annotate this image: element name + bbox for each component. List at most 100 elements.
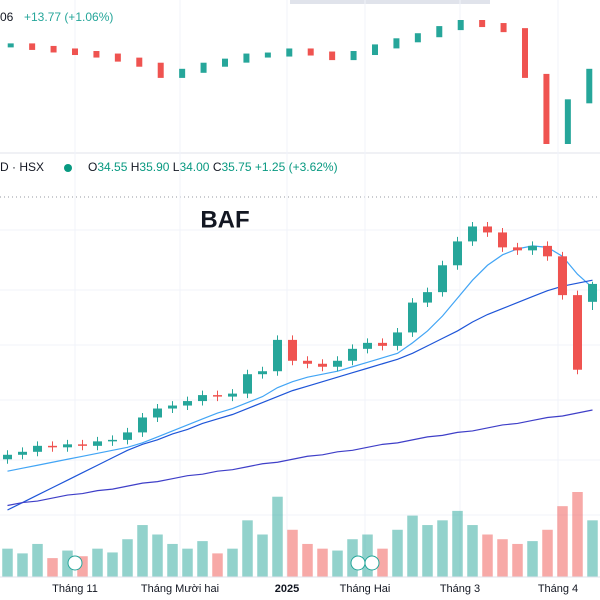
top-candle [350, 51, 357, 61]
top-candle [414, 33, 421, 43]
candle-body [543, 245, 552, 257]
candle-body [498, 232, 507, 248]
candle-body [213, 395, 222, 397]
moving-average [7, 279, 593, 511]
top-candle [393, 38, 400, 49]
top-candle [222, 58, 228, 67]
candle-body [138, 417, 147, 433]
top-candle [564, 99, 571, 144]
volume-bar [242, 520, 253, 577]
x-tick-label: Tháng 3 [440, 583, 480, 595]
candle-body [453, 241, 462, 266]
candle-body [48, 445, 57, 448]
volume-bar [572, 492, 583, 577]
x-tick-label: Tháng 4 [538, 583, 578, 595]
value: +1.25 (+3.62%) [255, 160, 338, 174]
x-tick-label: 2025 [275, 583, 299, 595]
value: 35.75 [222, 160, 252, 174]
candle-body [318, 363, 327, 367]
top-candle [457, 20, 464, 31]
volume-bar [62, 550, 73, 577]
candle-body [78, 444, 87, 446]
candle-body [33, 445, 42, 452]
volume-bar [137, 525, 148, 577]
top-candle [543, 73, 550, 144]
top-change: +13.77 (+1.06%) [24, 10, 113, 24]
volume-bar [407, 515, 418, 577]
value: 35.90 [139, 160, 169, 174]
candle-body [123, 432, 132, 440]
volume-bar [197, 541, 208, 577]
candle-body [288, 339, 297, 361]
label: H [131, 160, 140, 174]
volume-bar [32, 543, 43, 577]
volume-bar [92, 548, 103, 577]
chart-title: BAF [200, 206, 249, 233]
x-tick-label: Tháng 11 [52, 583, 98, 595]
event-icon [350, 555, 366, 571]
label: O [88, 160, 97, 174]
top-candle [307, 48, 314, 56]
candle-body [348, 348, 357, 361]
volume-bar [467, 525, 478, 577]
candle-body [108, 439, 117, 442]
candle-body [3, 454, 12, 460]
volume-bar [77, 556, 88, 577]
candle-body [573, 295, 582, 370]
top-candle [200, 62, 207, 73]
volume-bar [512, 543, 523, 577]
event-icon [364, 555, 380, 571]
label: C [213, 160, 222, 174]
top-candle [157, 62, 164, 78]
candle-body [258, 371, 267, 375]
volume-bar [452, 510, 463, 577]
volume-bar [167, 543, 178, 577]
candle-body [273, 339, 282, 372]
volume-bar [527, 541, 538, 577]
candle-body [393, 332, 402, 346]
candle-body [63, 444, 72, 448]
top-candle [243, 53, 250, 63]
top-candle [93, 51, 100, 58]
event-icons [67, 555, 380, 571]
candle-body [228, 393, 237, 397]
candle-body [483, 226, 492, 233]
volume-bar [587, 520, 598, 577]
grid [0, 0, 600, 577]
candle-body [423, 292, 432, 303]
top-candle [586, 68, 593, 104]
volume-bar [437, 520, 448, 577]
top-candle [522, 28, 528, 78]
candle-body [303, 360, 312, 364]
label: L [173, 160, 180, 174]
candle-body [243, 374, 252, 394]
top-candle [72, 48, 78, 56]
top-candle [479, 20, 486, 28]
candle-body [558, 256, 567, 296]
candle-body [93, 441, 102, 446]
top-candle [500, 23, 507, 33]
volume-bar [332, 550, 343, 577]
top-last: 06 [0, 10, 14, 24]
top-candle [136, 57, 143, 67]
value: 34.55 [97, 160, 127, 174]
marks [2, 20, 598, 577]
volume-bar [497, 539, 508, 577]
value: 34.00 [179, 160, 209, 174]
volume-bar [257, 534, 268, 577]
candle-body [333, 360, 342, 367]
candle-body [528, 245, 537, 251]
volume-bar [152, 534, 163, 577]
volume-bar [557, 506, 568, 577]
top-candle [114, 53, 121, 62]
volume-bar [482, 534, 493, 577]
volume-bar [2, 548, 13, 577]
volume-bar [392, 529, 403, 577]
status-dot [64, 164, 72, 172]
volume-bar [272, 496, 283, 577]
volume-bar [542, 529, 553, 577]
top-candle [372, 44, 378, 56]
legend-symbol: D · HSX [0, 160, 44, 174]
top-edge [290, 0, 490, 4]
